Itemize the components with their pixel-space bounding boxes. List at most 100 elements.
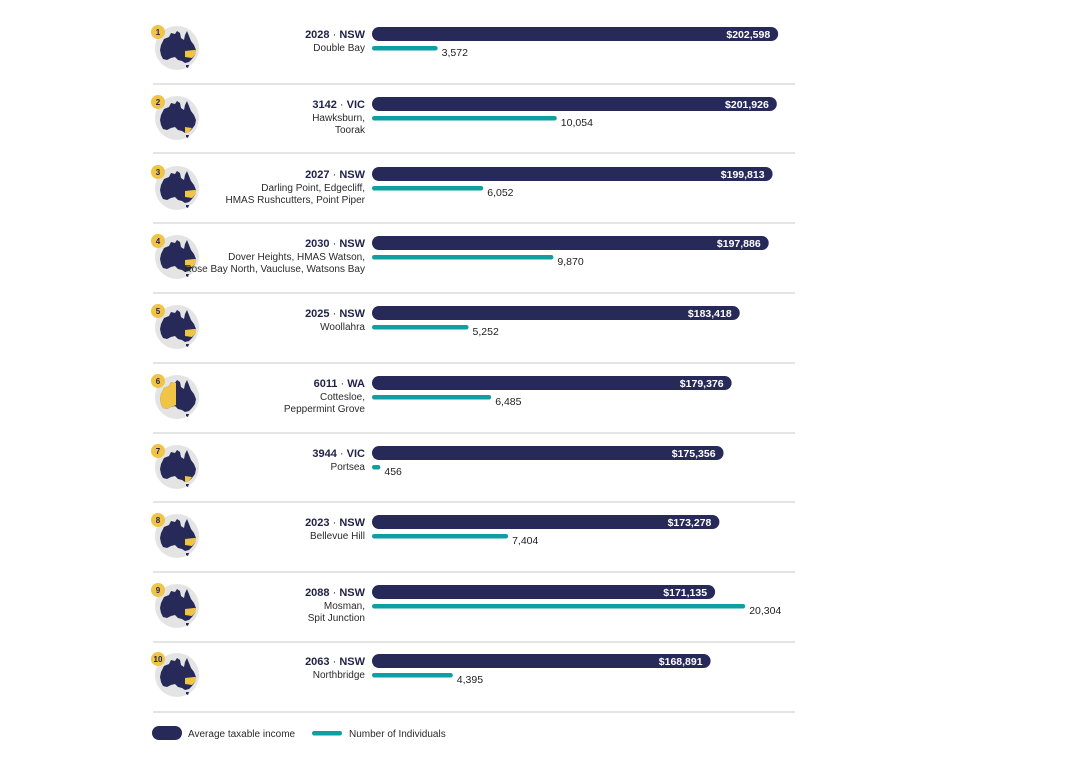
suburb-label: Spit Junction [308,613,365,624]
state-highlight [185,538,196,546]
individuals-value-label: 20,304 [749,605,781,617]
postcode-label: 6011 · WA [314,378,365,390]
rank-number: 9 [156,586,161,595]
tasmania-shape [186,484,189,487]
australia-map-icon [160,240,196,277]
suburb-label: Toorak [335,125,366,136]
separator: · [337,378,347,390]
australia-map-icon [160,171,196,208]
rank-badge-icon [151,444,165,458]
state: NSW [339,238,365,250]
income-bar [372,515,720,529]
separator: · [337,448,347,460]
individuals-bar [372,534,509,539]
suburb-label: Dover Heights, HMAS Watson, [228,252,365,263]
suburb-label: Woollahra [320,322,365,333]
state: VIC [347,448,365,460]
postcode: 2027 [305,169,329,181]
separator: · [330,238,340,250]
tasmania-shape [186,65,189,68]
tasmania-shape [186,553,189,556]
postcode: 2028 [305,29,329,41]
income-bar [372,27,779,41]
rank-number: 6 [156,377,161,386]
rank-badge-icon [151,583,165,597]
australia-map-icon [160,450,196,487]
state: NSW [339,656,365,668]
individuals-value-label: 456 [384,466,402,478]
suburb-label: Double Bay [313,43,365,54]
postcode: 2025 [305,308,329,320]
postcode: 2063 [305,656,329,668]
income-value-label: $175,356 [672,448,716,460]
suburb-label: Mosman, [324,601,365,612]
legend-label-individuals: Number of Individuals [349,729,446,740]
tasmania-shape [186,205,189,208]
individuals-bar [372,255,554,260]
postcode-label: 3142 · VIC [312,99,365,111]
individuals-bar [372,325,469,330]
australia-map-icon [160,310,196,347]
suburb-label: Cottesloe, [320,392,365,403]
postcode-label: 2088 · NSW [305,587,366,599]
individuals-value-label: 9,870 [557,256,583,268]
postcode: 2030 [305,238,329,250]
suburb-label: Hawksburn, [312,113,365,124]
suburb-label: Northbridge [313,670,366,681]
rank-number: 10 [154,655,163,664]
australia-map-icon [160,519,196,556]
australia-map-icon [160,589,196,626]
separator: · [330,308,340,320]
postcode: 3142 [312,99,336,111]
australia-mainland [160,450,196,482]
income-bar [372,446,724,460]
income-value-label: $173,278 [668,517,712,529]
tasmania-shape [186,414,189,417]
state: NSW [339,517,365,529]
chart-row: 3 2027 · NSW Darling Point, Edgecliff,HMAS… [151,165,795,224]
suburb-label: HMAS Rushcutters, Point Piper [226,195,366,206]
australia-mainland [160,101,196,133]
chart-row: 1 2028 · NSW Double Bay $202,598 3,572 [151,25,795,85]
postcode: 2023 [305,517,329,529]
rank-badge-icon [151,513,165,527]
australia-map-icon [160,658,196,695]
chart-row: 2 3142 · VIC Hawksburn,Toorak $201,926 10,05… [151,95,795,154]
state-highlight [185,329,196,337]
state-highlight [185,476,192,482]
separator: · [330,29,340,41]
income-bar [372,97,777,111]
suburb-label: Portsea [331,462,366,473]
legend-item-individuals: Number of Individuals [312,729,446,740]
postcode: 3944 [312,448,337,460]
australia-map-icon [160,101,196,138]
postcode-label: 2063 · NSW [305,656,366,668]
postcode-label: 2028 · NSW [305,29,366,41]
rank-number: 1 [156,28,161,37]
chart-row: 5 2025 · NSW Woollahra $183,418 5,252 [151,304,795,364]
rank-badge-icon [151,95,165,109]
tasmania-shape [186,274,189,277]
chart-rows: 1 2028 · NSW Double Bay $202,598 3,572 2 3142 … [151,25,795,713]
rank-number: 7 [156,447,161,456]
individuals-value-label: 10,054 [561,117,593,129]
postcode-label: 3944 · VIC [312,448,365,460]
postcode-label: 2023 · NSW [305,517,366,529]
tasmania-shape [186,623,189,626]
individuals-value-label: 6,485 [495,396,521,408]
income-value-label: $179,376 [680,378,724,390]
rank-badge-icon [151,165,165,179]
chart-row: 9 2088 · NSW Mosman,Spit Junction $171,135 2… [151,583,795,643]
postcode-label: 2030 · NSW [305,238,366,250]
income-value-label: $183,418 [688,308,732,320]
tasmania-shape [186,135,189,138]
separator: · [330,169,340,181]
income-bar [372,167,773,181]
income-value-label: $202,598 [726,29,770,41]
individuals-bar [372,395,492,400]
tasmania-shape [186,692,189,695]
legend-swatch-income [152,726,182,740]
suburb-label: Darling Point, Edgecliff, [261,183,365,194]
rank-number: 5 [156,307,161,316]
state-highlight [185,190,196,198]
